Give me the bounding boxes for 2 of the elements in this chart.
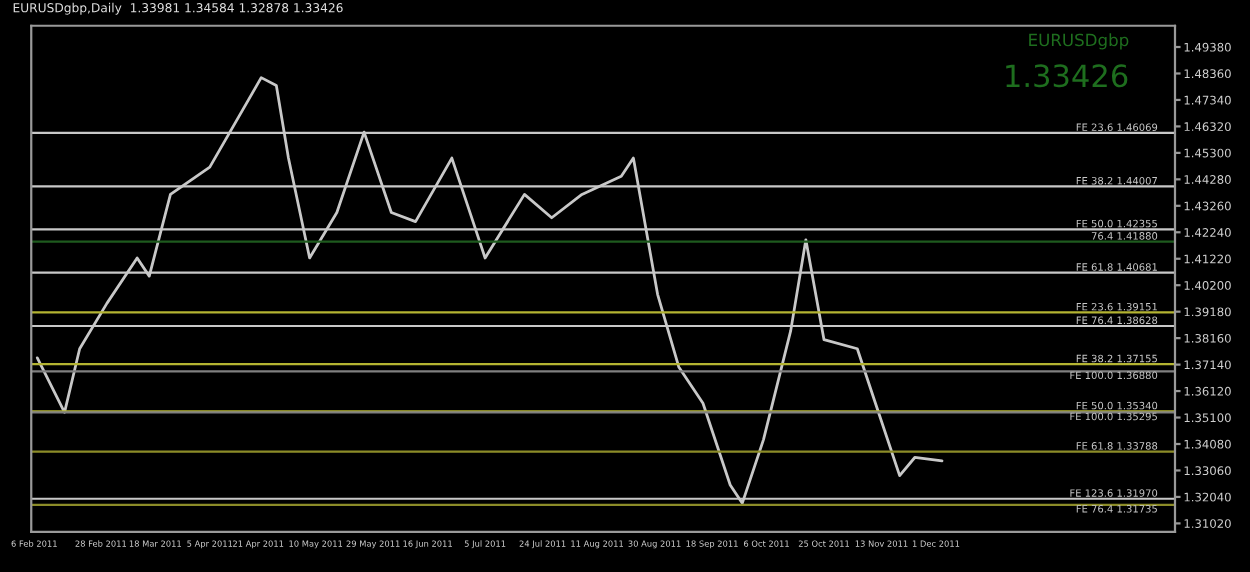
annotation: 1.33426: [1006, 64, 1128, 88]
annotation: EURUSDgbp: [1029, 33, 1129, 50]
